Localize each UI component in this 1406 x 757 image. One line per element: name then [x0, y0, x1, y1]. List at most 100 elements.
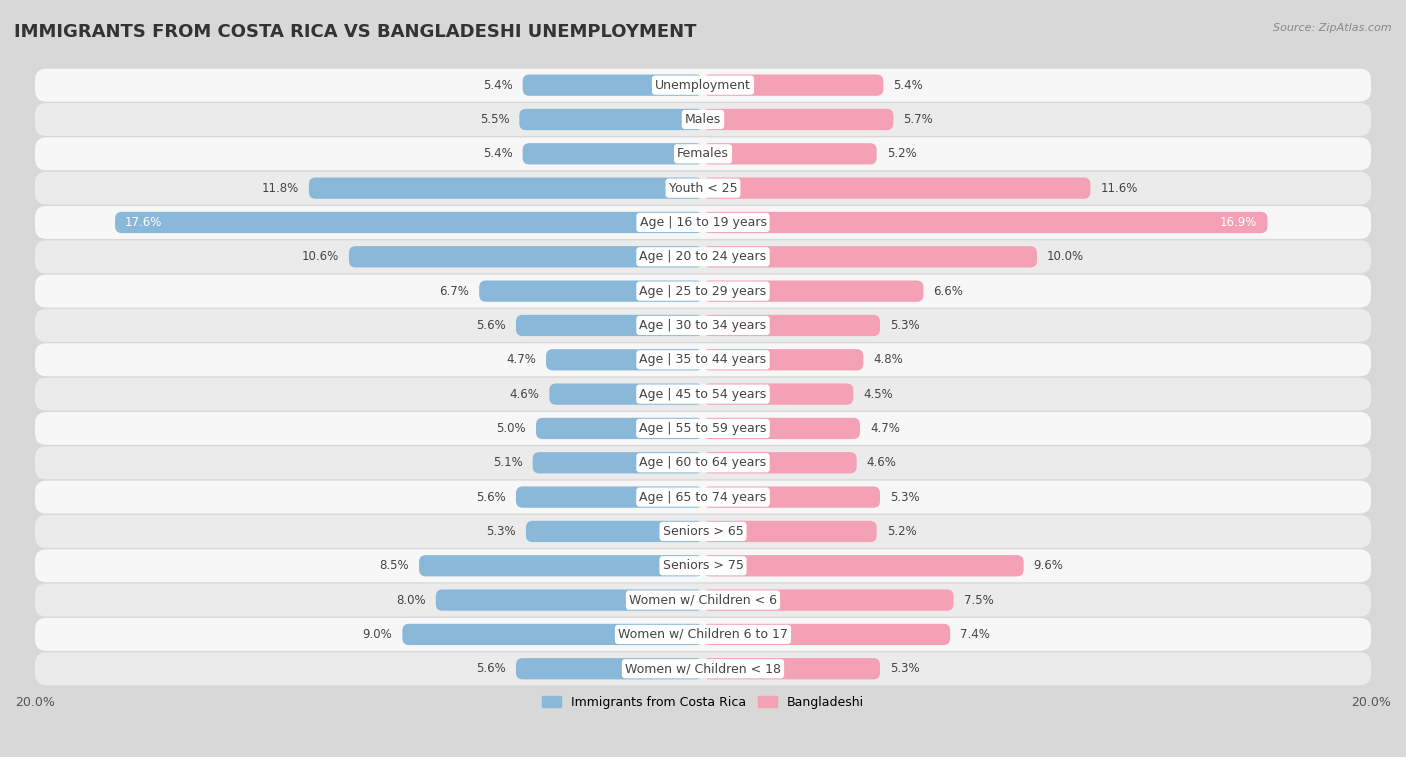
- FancyBboxPatch shape: [35, 584, 1371, 616]
- Text: Women w/ Children < 6: Women w/ Children < 6: [628, 593, 778, 606]
- FancyBboxPatch shape: [35, 378, 1371, 410]
- FancyBboxPatch shape: [516, 315, 703, 336]
- Text: 11.8%: 11.8%: [262, 182, 299, 195]
- Text: IMMIGRANTS FROM COSTA RICA VS BANGLADESHI UNEMPLOYMENT: IMMIGRANTS FROM COSTA RICA VS BANGLADESH…: [14, 23, 696, 41]
- FancyBboxPatch shape: [703, 521, 877, 542]
- FancyBboxPatch shape: [402, 624, 703, 645]
- FancyBboxPatch shape: [35, 412, 1371, 445]
- FancyBboxPatch shape: [536, 418, 703, 439]
- FancyBboxPatch shape: [703, 384, 853, 405]
- FancyBboxPatch shape: [703, 212, 1268, 233]
- Text: 10.6%: 10.6%: [302, 251, 339, 263]
- Text: 5.6%: 5.6%: [477, 662, 506, 675]
- FancyBboxPatch shape: [35, 206, 1371, 239]
- FancyBboxPatch shape: [516, 487, 703, 508]
- Text: 5.0%: 5.0%: [496, 422, 526, 435]
- Text: Age | 65 to 74 years: Age | 65 to 74 years: [640, 491, 766, 503]
- Text: 8.5%: 8.5%: [380, 559, 409, 572]
- FancyBboxPatch shape: [349, 246, 703, 267]
- Text: Age | 25 to 29 years: Age | 25 to 29 years: [640, 285, 766, 298]
- Text: Males: Males: [685, 113, 721, 126]
- Text: 5.3%: 5.3%: [486, 525, 516, 538]
- Text: Source: ZipAtlas.com: Source: ZipAtlas.com: [1274, 23, 1392, 33]
- FancyBboxPatch shape: [523, 143, 703, 164]
- FancyBboxPatch shape: [703, 109, 893, 130]
- FancyBboxPatch shape: [35, 515, 1371, 548]
- Text: Age | 60 to 64 years: Age | 60 to 64 years: [640, 456, 766, 469]
- Text: 4.6%: 4.6%: [866, 456, 897, 469]
- FancyBboxPatch shape: [703, 143, 877, 164]
- FancyBboxPatch shape: [703, 590, 953, 611]
- FancyBboxPatch shape: [35, 550, 1371, 582]
- Text: Seniors > 75: Seniors > 75: [662, 559, 744, 572]
- FancyBboxPatch shape: [703, 452, 856, 473]
- Text: 7.5%: 7.5%: [963, 593, 993, 606]
- FancyBboxPatch shape: [419, 555, 703, 576]
- FancyBboxPatch shape: [703, 487, 880, 508]
- Text: Women w/ Children 6 to 17: Women w/ Children 6 to 17: [619, 628, 787, 641]
- FancyBboxPatch shape: [309, 177, 703, 199]
- Text: 7.4%: 7.4%: [960, 628, 990, 641]
- Text: 5.4%: 5.4%: [893, 79, 924, 92]
- FancyBboxPatch shape: [35, 137, 1371, 170]
- Text: 4.6%: 4.6%: [509, 388, 540, 400]
- Legend: Immigrants from Costa Rica, Bangladeshi: Immigrants from Costa Rica, Bangladeshi: [537, 690, 869, 714]
- FancyBboxPatch shape: [35, 344, 1371, 376]
- Text: 17.6%: 17.6%: [125, 216, 163, 229]
- FancyBboxPatch shape: [436, 590, 703, 611]
- FancyBboxPatch shape: [35, 240, 1371, 273]
- Text: Age | 55 to 59 years: Age | 55 to 59 years: [640, 422, 766, 435]
- Text: 4.5%: 4.5%: [863, 388, 893, 400]
- FancyBboxPatch shape: [35, 447, 1371, 479]
- FancyBboxPatch shape: [703, 315, 880, 336]
- FancyBboxPatch shape: [519, 109, 703, 130]
- Text: 5.4%: 5.4%: [482, 148, 513, 160]
- Text: Age | 45 to 54 years: Age | 45 to 54 years: [640, 388, 766, 400]
- Text: 5.1%: 5.1%: [494, 456, 523, 469]
- Text: 4.7%: 4.7%: [870, 422, 900, 435]
- Text: Age | 30 to 34 years: Age | 30 to 34 years: [640, 319, 766, 332]
- FancyBboxPatch shape: [550, 384, 703, 405]
- FancyBboxPatch shape: [35, 103, 1371, 136]
- FancyBboxPatch shape: [479, 281, 703, 302]
- FancyBboxPatch shape: [516, 658, 703, 679]
- Text: 5.6%: 5.6%: [477, 319, 506, 332]
- Text: Unemployment: Unemployment: [655, 79, 751, 92]
- Text: Age | 35 to 44 years: Age | 35 to 44 years: [640, 354, 766, 366]
- FancyBboxPatch shape: [35, 618, 1371, 651]
- Text: Seniors > 65: Seniors > 65: [662, 525, 744, 538]
- Text: 6.6%: 6.6%: [934, 285, 963, 298]
- Text: 5.2%: 5.2%: [887, 525, 917, 538]
- FancyBboxPatch shape: [115, 212, 703, 233]
- Text: 5.4%: 5.4%: [482, 79, 513, 92]
- Text: Women w/ Children < 18: Women w/ Children < 18: [626, 662, 780, 675]
- Text: 10.0%: 10.0%: [1047, 251, 1084, 263]
- Text: 16.9%: 16.9%: [1220, 216, 1257, 229]
- FancyBboxPatch shape: [35, 309, 1371, 342]
- FancyBboxPatch shape: [35, 653, 1371, 685]
- Text: Age | 16 to 19 years: Age | 16 to 19 years: [640, 216, 766, 229]
- Text: 5.3%: 5.3%: [890, 491, 920, 503]
- Text: 11.6%: 11.6%: [1101, 182, 1137, 195]
- Text: 4.8%: 4.8%: [873, 354, 903, 366]
- Text: 5.7%: 5.7%: [904, 113, 934, 126]
- Text: 6.7%: 6.7%: [439, 285, 470, 298]
- FancyBboxPatch shape: [703, 246, 1038, 267]
- Text: 4.7%: 4.7%: [506, 354, 536, 366]
- FancyBboxPatch shape: [546, 349, 703, 370]
- FancyBboxPatch shape: [703, 555, 1024, 576]
- FancyBboxPatch shape: [703, 624, 950, 645]
- FancyBboxPatch shape: [703, 74, 883, 96]
- FancyBboxPatch shape: [523, 74, 703, 96]
- FancyBboxPatch shape: [35, 172, 1371, 204]
- Text: 5.6%: 5.6%: [477, 491, 506, 503]
- FancyBboxPatch shape: [533, 452, 703, 473]
- Text: 5.3%: 5.3%: [890, 319, 920, 332]
- Text: 5.2%: 5.2%: [887, 148, 917, 160]
- FancyBboxPatch shape: [703, 658, 880, 679]
- FancyBboxPatch shape: [703, 418, 860, 439]
- FancyBboxPatch shape: [35, 275, 1371, 307]
- FancyBboxPatch shape: [703, 177, 1091, 199]
- Text: 8.0%: 8.0%: [396, 593, 426, 606]
- Text: 5.3%: 5.3%: [890, 662, 920, 675]
